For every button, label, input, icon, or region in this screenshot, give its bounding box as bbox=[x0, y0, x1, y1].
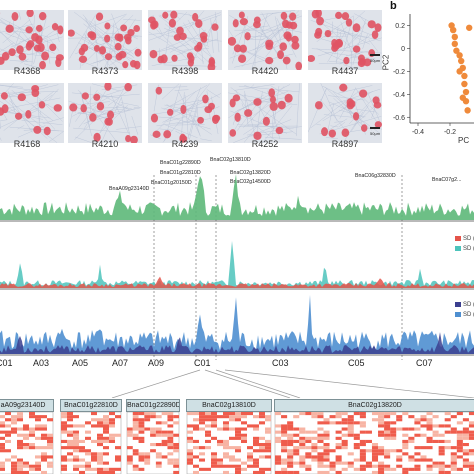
micrograph-tile bbox=[68, 83, 142, 143]
pca-point bbox=[451, 40, 458, 48]
gene-label: BnaC02g13820D bbox=[230, 170, 271, 176]
tile-label: R4897 bbox=[331, 139, 359, 149]
scale-bar bbox=[370, 54, 380, 56]
track-area-green bbox=[0, 174, 474, 220]
gene-box: BnaC02g13810D bbox=[186, 399, 272, 412]
gene-label: BnaC02g14500D bbox=[230, 179, 271, 185]
legend-entry: SD ( bbox=[455, 312, 474, 318]
legend-entry: SD ( bbox=[455, 302, 474, 308]
track-area-blue bbox=[0, 294, 474, 354]
pca-ytick-label: 0.2 bbox=[395, 23, 405, 30]
tile-label: R4168 bbox=[13, 139, 41, 149]
genome-tracks bbox=[0, 174, 474, 360]
chromosome-label: A03 bbox=[33, 358, 50, 368]
tile-label: R4398 bbox=[171, 66, 199, 76]
tile-label: R4210 bbox=[91, 139, 119, 149]
micrograph-tile bbox=[308, 83, 382, 143]
pca-point bbox=[453, 47, 460, 54]
tile-label: R4373 bbox=[91, 66, 119, 76]
pca-point bbox=[456, 68, 463, 75]
chromosome-label: C03 bbox=[272, 358, 289, 368]
pca-point bbox=[456, 52, 463, 59]
gene-label: BnaC02g13810D bbox=[210, 157, 251, 163]
pca-scatter-plot: 0.2 0 -0.2 -0.4 -0.6 -0.4 -0.2 bbox=[393, 14, 474, 136]
legend-entry: SD ( bbox=[455, 236, 474, 242]
pca-point bbox=[450, 26, 457, 34]
pca-ytick-label: -0.2 bbox=[393, 69, 405, 76]
gene-box: BnaC02g13820D bbox=[274, 399, 474, 412]
pca-point bbox=[464, 107, 471, 114]
gene-label: BnaC01g22890D bbox=[160, 160, 201, 166]
tile-label: R4368 bbox=[13, 66, 41, 76]
micrograph-tile bbox=[68, 10, 142, 70]
legend-swatch bbox=[455, 236, 461, 241]
track-area-navy bbox=[0, 332, 474, 354]
pca-point bbox=[458, 57, 465, 65]
gene-label: BnaC01g20150D bbox=[151, 180, 192, 186]
pca-ytick-label: 0 bbox=[401, 46, 405, 53]
pca-xtick-label: -0.2 bbox=[444, 129, 456, 136]
chromosome-label: C05 bbox=[348, 358, 365, 368]
gene-label: BnaA09g23140D bbox=[109, 186, 150, 192]
pca-point bbox=[451, 33, 458, 41]
pca-point bbox=[459, 94, 466, 101]
micrograph-tile bbox=[148, 10, 222, 70]
heatmap-block bbox=[126, 412, 180, 474]
chromosome-label: C01 bbox=[194, 358, 211, 368]
haplotype-heatmaps bbox=[0, 412, 474, 474]
tile-label: R4239 bbox=[171, 139, 199, 149]
gene-box: BnaC01g22890D bbox=[126, 399, 180, 412]
chromosome-label: A09 bbox=[148, 358, 165, 368]
heatmap-block bbox=[60, 412, 122, 474]
gene-label: BnaC07g2... bbox=[432, 177, 462, 183]
scale-bar bbox=[370, 127, 380, 129]
legend-entry: SD ( bbox=[455, 246, 474, 252]
legend-label: SD ( bbox=[463, 236, 474, 243]
chromosome-label: C01 bbox=[0, 358, 13, 368]
track-area-red bbox=[0, 276, 474, 288]
gene-label: BnaC01g22810D bbox=[160, 170, 201, 176]
scale-bar-label: 50μm bbox=[370, 58, 381, 63]
pca-point bbox=[461, 80, 468, 88]
legend-swatch bbox=[455, 312, 461, 317]
gene-label: BnaC06g32830D bbox=[355, 173, 396, 179]
micrograph-tile bbox=[0, 10, 64, 70]
gene-box: aA09g23140D bbox=[0, 399, 54, 412]
pca-xtick-label: -0.4 bbox=[412, 129, 424, 136]
pca-point bbox=[461, 72, 468, 80]
pca-ylabel: PC2 bbox=[381, 54, 391, 71]
tile-label: R4437 bbox=[331, 66, 359, 76]
scale-bar-label: 50μm bbox=[370, 131, 381, 136]
chromosome-label: A07 bbox=[112, 358, 129, 368]
pca-ytick-label: -0.4 bbox=[393, 92, 405, 99]
pca-xlabel: PC bbox=[458, 136, 470, 145]
chromosome-label: A05 bbox=[72, 358, 89, 368]
legend-label: SD ( bbox=[463, 302, 474, 309]
tile-label: R4420 bbox=[251, 66, 279, 76]
gene-box: BnaC01g22810D bbox=[60, 399, 122, 412]
pca-ytick-label: -0.6 bbox=[393, 115, 405, 122]
panel-letter-b: b bbox=[390, 0, 397, 12]
track-area-teal bbox=[0, 240, 474, 288]
heatmap-block bbox=[274, 412, 474, 474]
chromosome-label: C07 bbox=[416, 358, 433, 368]
micrograph-tile bbox=[0, 83, 64, 143]
heatmap-block bbox=[186, 412, 272, 474]
legend-swatch bbox=[455, 302, 461, 307]
tile-label: R4252 bbox=[251, 139, 279, 149]
legend-swatch bbox=[455, 246, 461, 251]
pca-point bbox=[466, 24, 473, 31]
micrograph-tile bbox=[228, 10, 302, 70]
micrograph-tile bbox=[228, 83, 302, 143]
legend-label: SD ( bbox=[463, 312, 474, 319]
micrograph-tile bbox=[148, 83, 222, 143]
zoom-connectors bbox=[111, 369, 474, 398]
legend-label: SD ( bbox=[463, 246, 474, 253]
pca-point bbox=[462, 88, 470, 96]
heatmap-block bbox=[0, 412, 54, 474]
